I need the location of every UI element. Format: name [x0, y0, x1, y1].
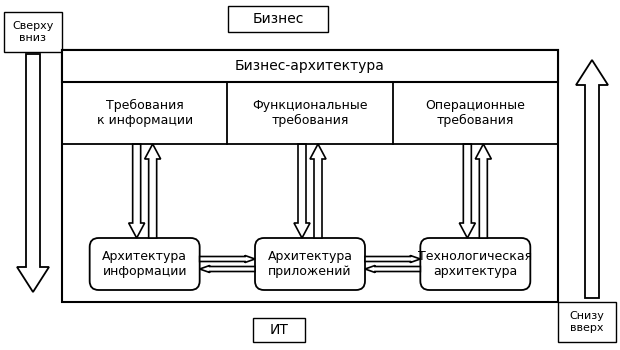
Polygon shape [200, 266, 255, 273]
Polygon shape [129, 144, 144, 238]
Polygon shape [200, 256, 255, 262]
Polygon shape [365, 266, 420, 273]
Polygon shape [576, 60, 608, 298]
Bar [62, 50, 558, 302]
Bar [4, 12, 62, 52]
Text: Сверху
вниз: Сверху вниз [12, 21, 54, 43]
FancyBboxPatch shape [420, 238, 530, 290]
Text: Архитектура
информации: Архитектура информации [102, 250, 187, 278]
Polygon shape [459, 144, 476, 238]
Polygon shape [144, 144, 161, 238]
FancyBboxPatch shape [255, 238, 365, 290]
Text: Снизу
вверх: Снизу вверх [570, 311, 604, 333]
Text: Операционные
требования: Операционные требования [425, 99, 525, 127]
Polygon shape [294, 144, 310, 238]
Text: ИТ: ИТ [270, 323, 288, 337]
Polygon shape [17, 54, 49, 292]
Text: Функциональные
требования: Функциональные требования [252, 99, 368, 127]
Text: Бизнес: Бизнес [252, 12, 304, 26]
Polygon shape [365, 256, 420, 262]
Bar [253, 318, 305, 342]
FancyBboxPatch shape [90, 238, 200, 290]
Text: Архитектура
приложений: Архитектура приложений [267, 250, 353, 278]
Bar [228, 6, 328, 32]
Text: Технологическая
архитектура: Технологическая архитектура [418, 250, 533, 278]
Polygon shape [476, 144, 491, 238]
Polygon shape [310, 144, 326, 238]
Text: Бизнес-архитектура: Бизнес-архитектура [235, 59, 385, 73]
Text: Требования
к информации: Требования к информации [97, 99, 193, 127]
Bar [558, 302, 616, 342]
Bar [62, 50, 558, 82]
